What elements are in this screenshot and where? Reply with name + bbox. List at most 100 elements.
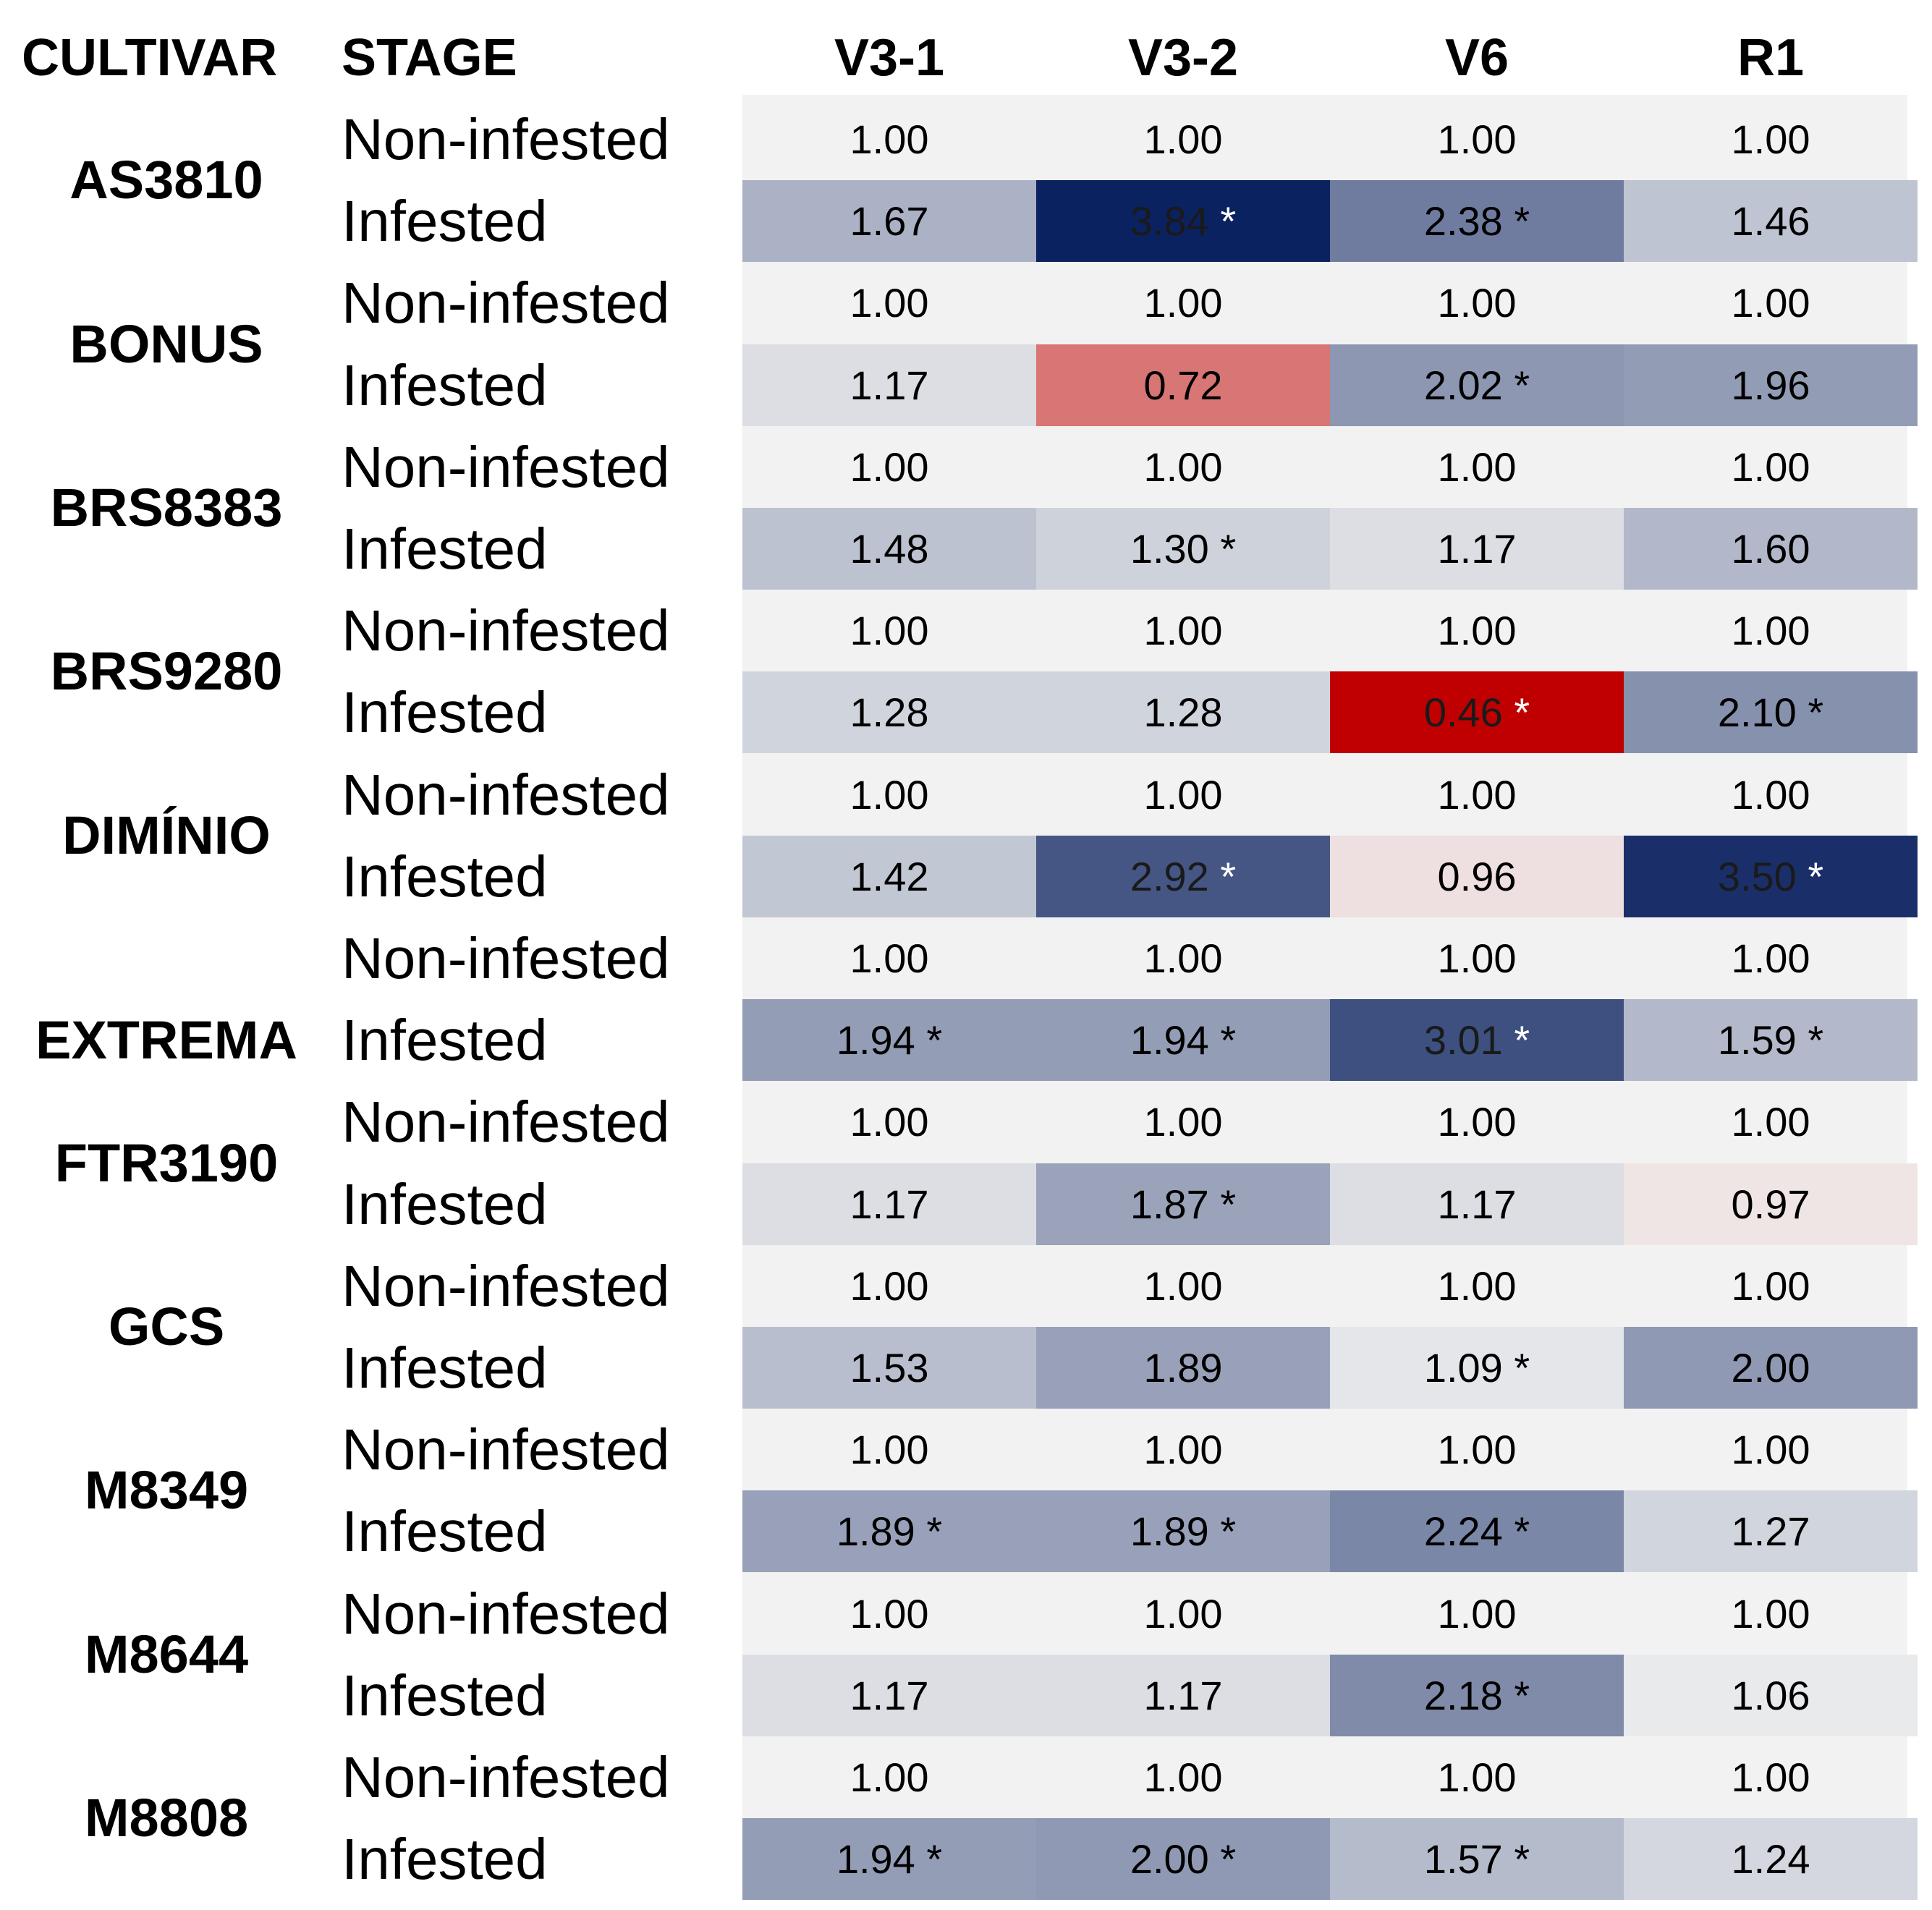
infested-cell: 1.89 * <box>742 1490 1036 1573</box>
control-cell: 1.00 <box>850 443 929 490</box>
control-cell: 1.00 <box>1731 1262 1810 1309</box>
infested-cell: 1.89 <box>1036 1327 1330 1409</box>
control-cell: 1.00 <box>850 935 929 981</box>
control-cell: 1.00 <box>1731 1754 1810 1800</box>
cell-value: 0.46 <box>1423 689 1503 736</box>
infested-cell: 0.72 <box>1036 344 1330 426</box>
control-cell: 1.00 <box>850 608 929 654</box>
control-cell: 1.00 <box>1731 280 1810 326</box>
infested-cell: 2.38 * <box>1330 180 1624 263</box>
control-cell: 1.00 <box>1143 116 1223 162</box>
cell-value: 2.92 <box>1130 853 1209 899</box>
control-cell: 1.00 <box>1437 1427 1517 1473</box>
stage-label: Non-infested <box>342 926 670 990</box>
stage-label: Non-infested <box>342 598 670 663</box>
infested-cell: 3.01 * <box>1330 999 1624 1082</box>
control-cell: 1.00 <box>1437 1590 1517 1637</box>
stage-label: Infested <box>342 844 548 909</box>
infested-cell: 1.09 * <box>1330 1327 1624 1409</box>
infested-cell: 1.94 * <box>742 1818 1036 1901</box>
stage-label: Infested <box>342 1499 548 1564</box>
infested-cell: 1.24 <box>1624 1818 1918 1901</box>
infested-cell: 1.42 <box>742 835 1036 917</box>
infested-cell: 3.84 * <box>1036 180 1330 263</box>
control-cell: 1.00 <box>1143 935 1223 981</box>
infested-cell: 1.53 <box>742 1327 1036 1409</box>
infested-cell: 0.97 <box>1624 1163 1918 1245</box>
cultivar-label: EXTREMA <box>35 1009 297 1070</box>
stage-label: Non-infested <box>342 1253 670 1318</box>
control-cell: 1.00 <box>1143 1590 1223 1637</box>
control-cell: 1.00 <box>1437 116 1517 162</box>
stage-label: Non-infested <box>342 1417 670 1482</box>
significance-marker: * <box>1208 198 1237 245</box>
control-cell: 1.00 <box>1437 935 1517 981</box>
header-v6: V6 <box>1444 29 1509 87</box>
infested-cell: 1.17 <box>742 1163 1036 1245</box>
infested-cell: 1.17 <box>1330 1163 1624 1245</box>
infested-cell: 1.27 <box>1624 1490 1918 1573</box>
cell-value: 3.84 <box>1130 198 1209 245</box>
header-r1: R1 <box>1737 29 1805 87</box>
infested-cell: 1.89 * <box>1036 1490 1330 1573</box>
infested-cell: 1.94 * <box>1036 999 1330 1082</box>
infested-cell: 1.17 <box>1036 1654 1330 1736</box>
infested-cell: 2.00 <box>1624 1327 1918 1409</box>
stage-label: Infested <box>342 352 548 417</box>
infested-cell: 2.92 * <box>1036 835 1330 917</box>
infested-cell: 1.59 * <box>1624 999 1918 1082</box>
cultivar-label: BRS8383 <box>50 478 283 538</box>
cultivar-label: AS3810 <box>69 150 263 211</box>
control-cell: 1.00 <box>1143 443 1223 490</box>
infested-cell: 1.17 <box>742 344 1036 426</box>
control-cell: 1.00 <box>1143 1754 1223 1800</box>
infested-cell: 1.57 * <box>1330 1818 1624 1901</box>
infested-cell: 0.96 <box>1330 835 1624 917</box>
infested-cell: 1.28 <box>742 671 1036 754</box>
control-cell: 1.00 <box>1731 1427 1810 1473</box>
stage-label: Non-infested <box>342 271 670 336</box>
infested-cell: 1.17 <box>742 1654 1036 1736</box>
infested-cell: 1.17 <box>1330 508 1624 590</box>
stage-label: Infested <box>342 1336 548 1400</box>
cell-value: 3.50 <box>1717 853 1797 899</box>
infested-cell: 0.46 * <box>1330 671 1624 754</box>
infested-cell: 1.06 <box>1624 1654 1918 1736</box>
infested-cell: 2.00 * <box>1036 1818 1330 1901</box>
header-cultivar: CULTIVAR <box>22 29 278 87</box>
control-cell: 1.00 <box>1143 1427 1223 1473</box>
infested-cell: 1.48 <box>742 508 1036 590</box>
control-cell: 1.00 <box>1731 1099 1810 1145</box>
cultivar-label: M8808 <box>84 1788 249 1849</box>
stage-label: Infested <box>342 680 548 745</box>
stage-label: Non-infested <box>342 762 670 827</box>
control-cell: 1.00 <box>1143 771 1223 818</box>
infested-cell: 2.10 * <box>1624 671 1918 754</box>
significance-marker: * <box>1796 853 1824 899</box>
cultivar-label: DIMÍNIO <box>62 805 271 865</box>
stage-label: Infested <box>342 517 548 581</box>
infested-cell: 2.18 * <box>1330 1654 1624 1736</box>
control-cell: 1.00 <box>1437 1262 1517 1309</box>
infested-cell: 1.28 <box>1036 671 1330 754</box>
control-cell: 1.00 <box>1143 1099 1223 1145</box>
control-cell: 1.00 <box>850 280 929 326</box>
stage-label: Infested <box>342 189 548 254</box>
significance-marker: * <box>1208 853 1237 899</box>
infested-cell: 3.50 * <box>1624 835 1918 917</box>
control-cell: 1.00 <box>1143 1262 1223 1309</box>
control-cell: 1.00 <box>1731 443 1810 490</box>
cell-value: 3.01 <box>1423 1017 1503 1064</box>
control-cell: 1.00 <box>1731 1590 1810 1637</box>
control-cell: 1.00 <box>1143 608 1223 654</box>
infested-cell: 1.87 * <box>1036 1163 1330 1245</box>
stage-label: Infested <box>342 1008 548 1073</box>
infested-cell: 1.94 * <box>742 999 1036 1082</box>
header-stage: STAGE <box>342 29 517 87</box>
control-cell: 1.00 <box>850 1262 929 1309</box>
stage-label: Non-infested <box>342 434 670 499</box>
cultivar-label: M8644 <box>84 1624 249 1684</box>
stage-label: Non-infested <box>342 1745 670 1809</box>
cultivar-label: GCS <box>108 1296 225 1357</box>
control-cell: 1.00 <box>1731 608 1810 654</box>
